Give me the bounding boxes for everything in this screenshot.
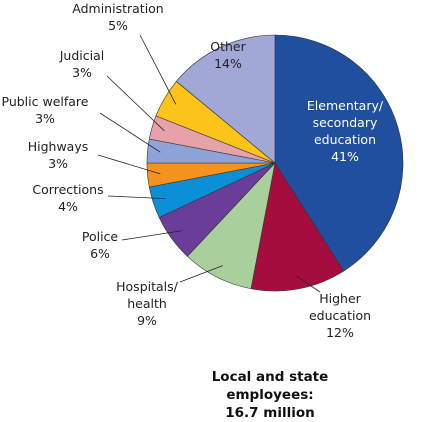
value-label: 6% [90, 246, 110, 261]
category-label: Hospitals/ health [116, 279, 178, 311]
value-label: 4% [58, 199, 78, 214]
pie-area [97, 34, 404, 293]
slice-label: Higher education 12% [309, 290, 371, 341]
value-label: 9% [137, 313, 157, 328]
leader-line [99, 112, 161, 153]
slice-label: Corrections 4% [32, 181, 103, 215]
slice-label: Police 6% [82, 228, 118, 262]
value-label: 41% [331, 149, 359, 164]
slice-label: Administration 5% [72, 0, 163, 34]
slice-label: Other 14% [210, 38, 246, 72]
leader-line [106, 75, 165, 132]
slice-label: Hospitals/ health 9% [116, 278, 178, 329]
pie-slice [175, 34, 276, 164]
category-label: Elementary/ secondary education [306, 98, 384, 147]
leader-line [121, 230, 182, 241]
value-label: 5% [108, 18, 128, 33]
chart: Local and state employees: 16.7 million … [2, 0, 404, 421]
value-label: 3% [48, 156, 68, 171]
slice-label: Elementary/ secondary education 41% [307, 97, 383, 165]
pie-slice [274, 34, 404, 272]
pie-slice [250, 162, 345, 292]
chart-title: Local and state employees: 16.7 million [211, 369, 329, 421]
leader-line [107, 195, 166, 199]
category-label: Police [81, 229, 119, 244]
category-label: Administration [72, 1, 164, 16]
category-label: Highways [27, 139, 89, 154]
leader-line [139, 34, 177, 105]
leader-line [97, 154, 161, 175]
slice-label: Highways 3% [28, 138, 89, 172]
slice-label: Judicial 3% [60, 47, 105, 81]
category-label: Public welfare [1, 94, 89, 109]
leader-line [296, 275, 321, 293]
leader-line [179, 265, 223, 283]
value-label: 14% [214, 56, 242, 71]
category-label: Other [210, 39, 246, 54]
value-label: 3% [35, 111, 55, 126]
category-label: Judicial [59, 48, 105, 63]
slice-label: Public welfare 3% [2, 93, 89, 127]
value-label: 12% [326, 325, 354, 340]
category-label: Corrections [32, 182, 104, 197]
value-label: 3% [72, 65, 92, 80]
category-label: Higher education [308, 291, 372, 323]
